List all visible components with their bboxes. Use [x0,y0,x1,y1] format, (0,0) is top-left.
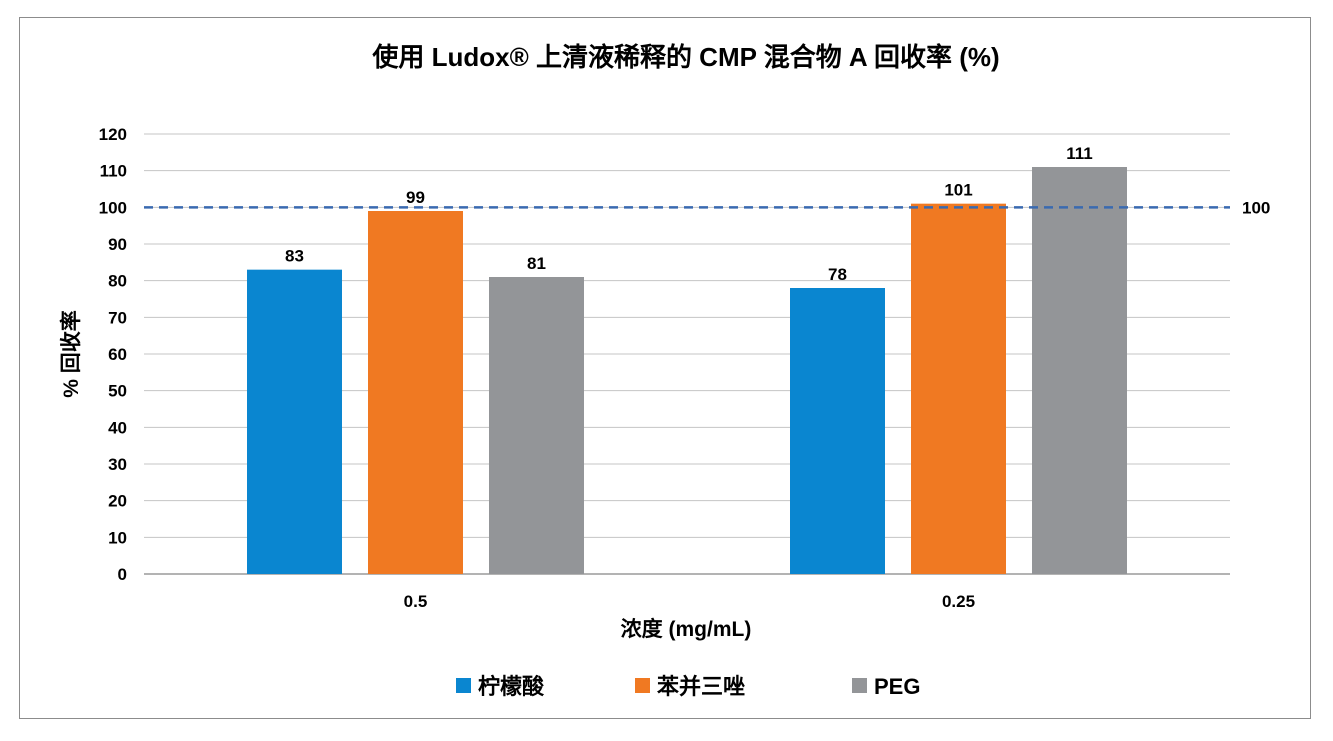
chart-title: 使用 Ludox® 上清液稀释的 CMP 混合物 A 回收率 (%) [371,42,999,72]
y-tick-label: 60 [108,345,127,364]
bar [247,269,342,574]
bar [911,203,1006,574]
x-axis-ticks: 0.5 0.25 [404,592,975,611]
data-label: 111 [1066,144,1093,163]
legend-label: PEG [874,674,920,699]
y-tick-label: 80 [108,272,127,291]
y-tick-label: 10 [108,528,127,547]
y-axis-title: % 回收率 [59,310,83,398]
data-label: 101 [944,181,972,200]
legend-label: 柠檬酸 [478,674,545,699]
legend-swatch [456,678,471,693]
legend-swatch [635,678,650,693]
reference-line-label: 100 [1242,198,1270,217]
bar [368,211,463,574]
legend-label: 苯并三唑 [656,674,745,699]
bar [489,277,584,574]
y-tick-label: 120 [99,125,127,144]
y-tick-label: 30 [108,455,127,474]
y-tick-label: 100 [99,198,127,217]
x-tick-label: 0.25 [942,592,975,611]
data-label: 81 [527,254,546,273]
reference-line-group: 100 [144,198,1270,217]
y-axis-ticks: 0 10 20 30 40 50 60 70 80 90 100 110 120 [99,125,127,584]
y-tick-label: 50 [108,382,127,401]
legend-swatch [852,678,867,693]
x-tick-label: 0.5 [404,592,428,611]
y-tick-label: 40 [108,418,127,437]
legend: 柠檬酸 苯并三唑 PEG [456,674,920,699]
bar [790,288,885,574]
x-axis-title: 浓度 (mg/mL) [621,617,752,641]
y-tick-label: 110 [100,162,127,181]
y-tick-label: 20 [108,492,127,511]
bars: 83 99 81 78 101 111 [247,144,1127,574]
y-tick-label: 90 [108,235,127,254]
data-label: 99 [406,188,425,207]
data-label: 78 [828,265,847,284]
y-tick-label: 70 [108,308,127,327]
y-tick-label: 0 [118,565,127,584]
data-label: 83 [285,247,304,266]
bar [1032,167,1127,574]
